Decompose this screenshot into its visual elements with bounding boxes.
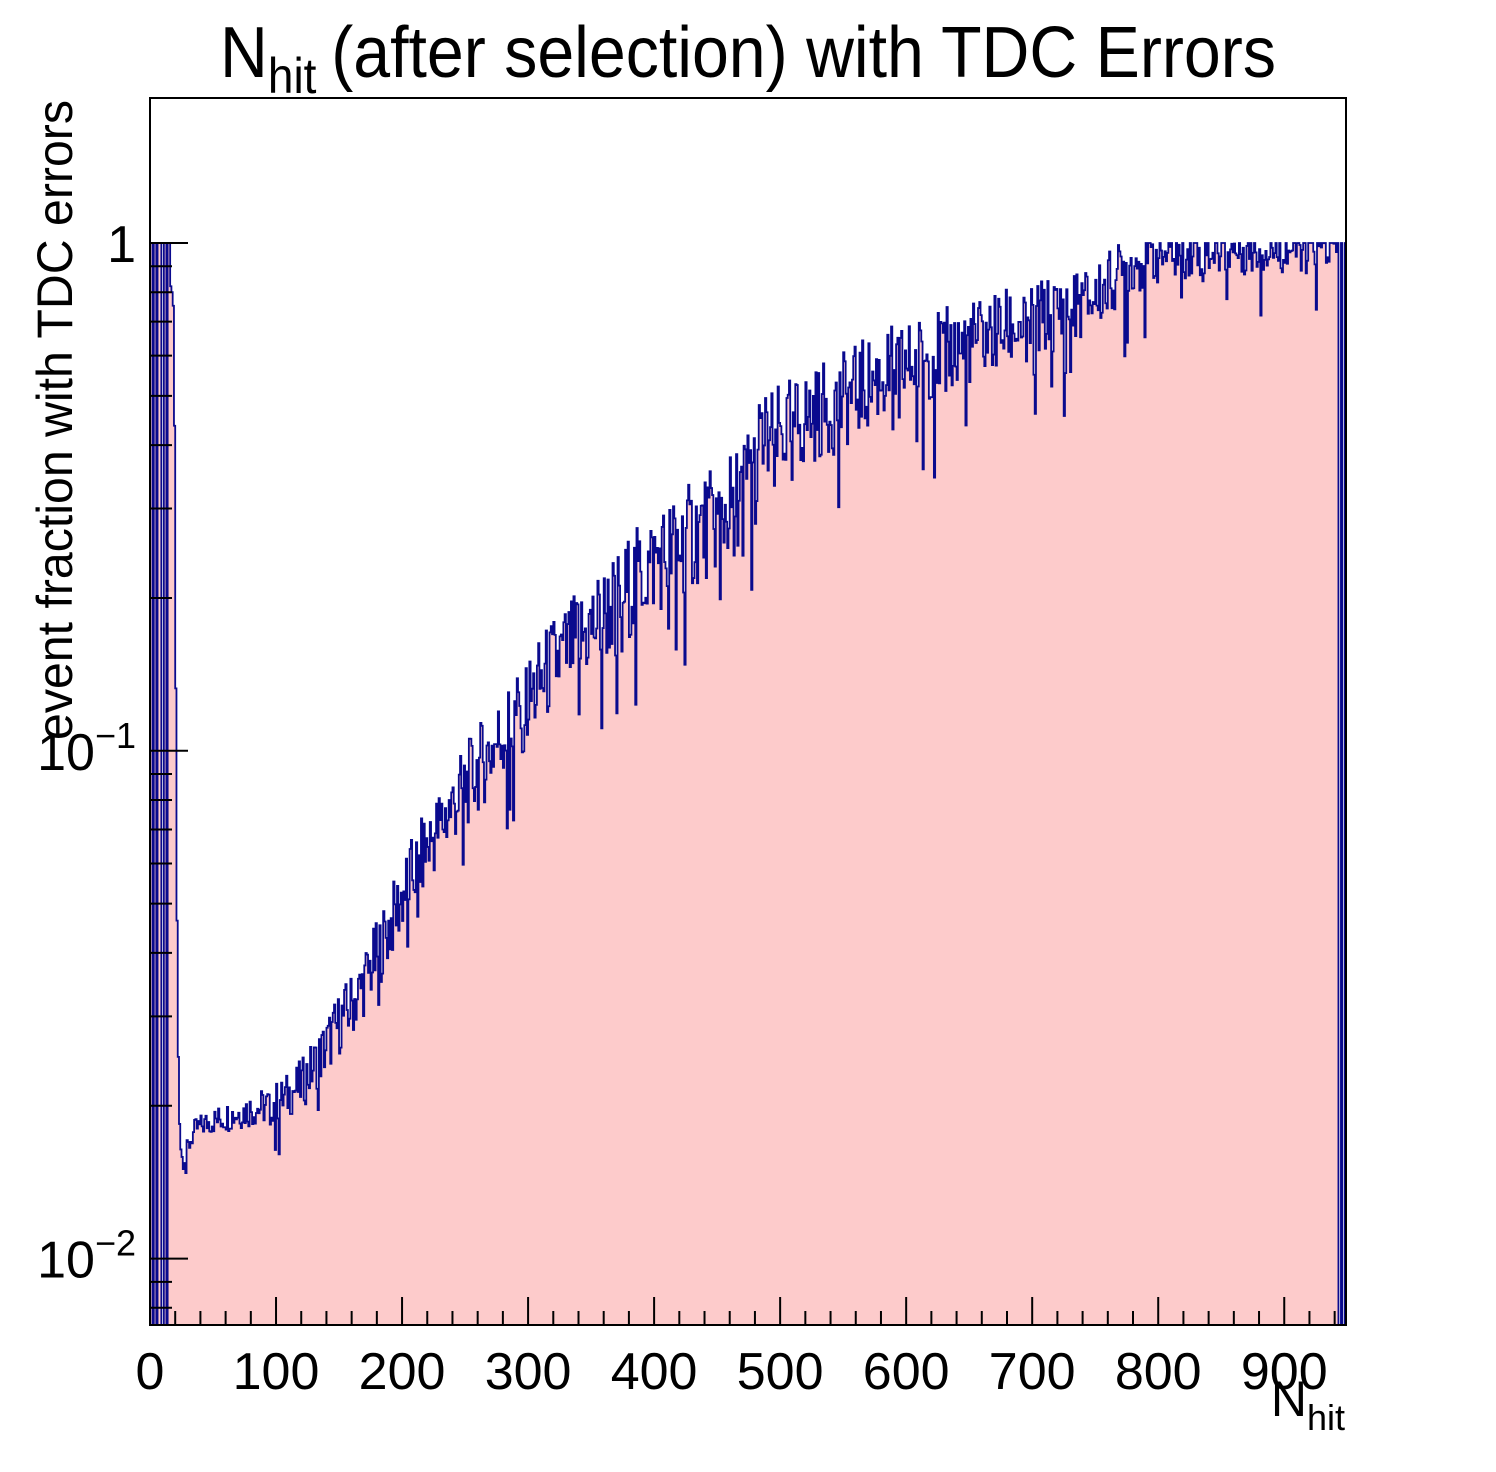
x-axis-title: Nhit (1271, 1371, 1345, 1438)
axis-labels: 0 100 200 300 400 500 600 700 800 900 1 10−1 10−2 (37, 216, 1328, 1401)
x-tick-label-200: 200 (359, 1343, 446, 1401)
chart-title-rest: (after selection) with TDC Errors (331, 13, 1276, 93)
x-axis-title-text: Nhit (1271, 1371, 1345, 1438)
histogram-series (149, 242, 1347, 1326)
x-tick-label-100: 100 (233, 1343, 320, 1401)
plot-frame (149, 97, 1347, 1326)
x-tick-label-600: 600 (863, 1343, 950, 1401)
y-axis-title: event fraction with TDC errors (27, 100, 83, 740)
y-tick-label-10−2: 10−2 (37, 1223, 136, 1290)
chart-title-subscript: hit (267, 48, 317, 104)
x-tick-label-800: 800 (1115, 1343, 1202, 1401)
x-tick-label-700: 700 (989, 1343, 1076, 1401)
x-tick-label-400: 400 (611, 1343, 698, 1401)
histogram-area (149, 242, 1347, 1326)
x-tick-label-300: 300 (485, 1343, 572, 1401)
axis-ticks (149, 242, 1336, 1325)
y-tick-label-1: 1 (107, 216, 136, 274)
x-tick-label-0: 0 (136, 1343, 165, 1401)
x-tick-label-500: 500 (737, 1343, 824, 1401)
chart-title-main: N (220, 13, 268, 93)
x-tick-label-900: 900 (1241, 1343, 1328, 1401)
y-tick-label-10−1: 10−1 (37, 715, 136, 782)
